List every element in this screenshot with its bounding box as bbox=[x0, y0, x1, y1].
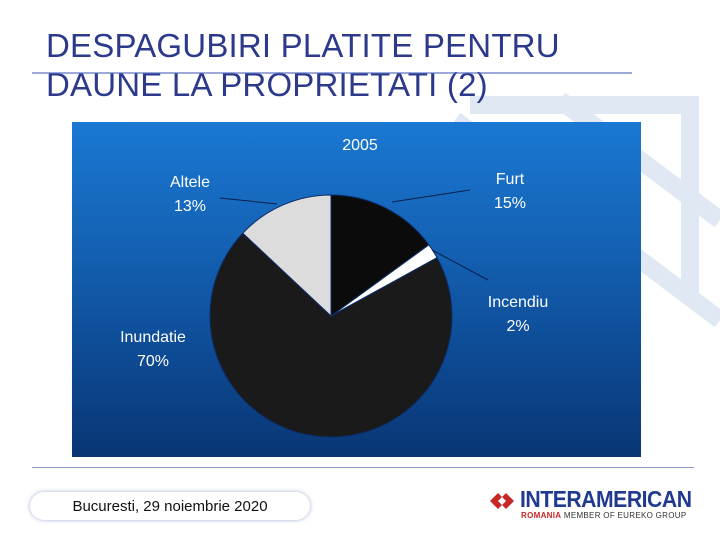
leader-line-incendiu bbox=[431, 249, 489, 281]
chart-panel: 2005 Furt 15% Incendiu 2% Inundatie 70% Altele… bbox=[72, 122, 641, 457]
pie-slice-inundatie bbox=[209, 232, 453, 438]
slice-value-altele: 13% bbox=[174, 198, 206, 215]
logo-country: ROMANIA bbox=[521, 511, 562, 520]
interamerican-logo-icon bbox=[490, 493, 514, 509]
leader-line-altele bbox=[219, 197, 278, 205]
pie-chart: 2005 Furt 15% Incendiu 2% Inundatie 70% Altele… bbox=[120, 137, 549, 438]
slice-label-incendiu: Incendiu bbox=[488, 294, 549, 311]
title-line-2: DAUNE LA PROPRIETATI (2) bbox=[46, 66, 488, 103]
slice-value-incendiu: 2% bbox=[506, 318, 529, 335]
chart-title: 2005 bbox=[342, 137, 378, 154]
footer-divider bbox=[32, 467, 694, 468]
slice-label-altele: Altele bbox=[170, 174, 210, 191]
pie-slice-furt bbox=[330, 194, 430, 317]
leader-line-furt bbox=[391, 189, 471, 203]
footer-date: Bucuresti, 29 noiembrie 2020 bbox=[30, 492, 310, 520]
title-underline bbox=[32, 72, 632, 74]
slice-label-inundatie: Inundatie bbox=[120, 329, 186, 346]
pie-slice-altele bbox=[242, 194, 332, 318]
logo-name: INTERAMERICAN bbox=[520, 486, 692, 512]
footer-date-text: Bucuresti, 29 noiembrie 2020 bbox=[72, 497, 268, 515]
slice-label-furt: Furt bbox=[496, 171, 525, 188]
company-logo: INTERAMERICAN ROMANIA MEMBER OF EUREKO G… bbox=[488, 486, 698, 522]
title-line-1: DESPAGUBIRI PLATITE PENTRU bbox=[46, 27, 560, 64]
slice-value-inundatie: 70% bbox=[137, 353, 169, 370]
slide-title: DESPAGUBIRI PLATITE PENTRU DAUNE LA PROP… bbox=[46, 26, 686, 104]
slice-value-furt: 15% bbox=[494, 195, 526, 212]
logo-tagline: MEMBER OF EUREKO GROUP bbox=[563, 511, 687, 520]
logo-subtitle: ROMANIA MEMBER OF EUREKO GROUP bbox=[521, 511, 686, 520]
